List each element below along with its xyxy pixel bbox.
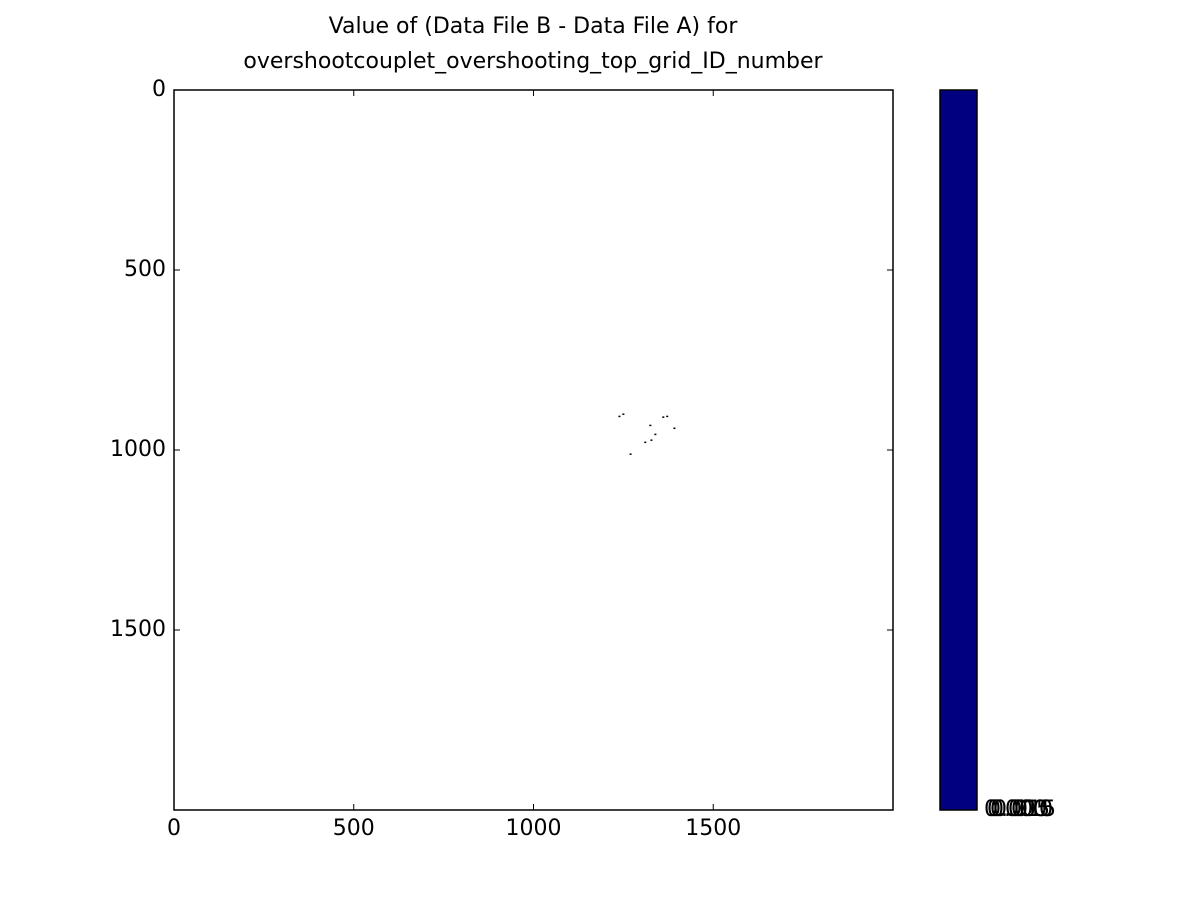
y-tick-label: 1000 bbox=[110, 437, 166, 462]
y-tick-label: 1500 bbox=[110, 617, 166, 642]
data-cell bbox=[666, 415, 669, 418]
x-tick-label: 500 bbox=[333, 816, 375, 841]
colorbar-tick-label: 0.015 bbox=[993, 797, 1056, 822]
data-cell bbox=[654, 433, 657, 436]
data-cell bbox=[649, 424, 652, 427]
plot-frame bbox=[173, 89, 894, 811]
colorbar bbox=[939, 89, 978, 811]
y-tick-label: 500 bbox=[124, 257, 166, 282]
x-tick-label: 1000 bbox=[506, 816, 562, 841]
colorbar-tick-label: 0.010 bbox=[990, 797, 1053, 822]
y-tick-label: 0 bbox=[152, 77, 166, 102]
data-cell bbox=[629, 453, 632, 455]
chart-title: Value of (Data File B - Data File A) for bbox=[329, 14, 739, 39]
chart-title: overshootcouplet_overshooting_top_grid_I… bbox=[243, 49, 823, 74]
data-cell bbox=[622, 413, 625, 415]
data-cell bbox=[618, 415, 621, 418]
colorbar-tick-label: 0.005 bbox=[987, 797, 1050, 822]
x-tick-label: 1500 bbox=[685, 816, 741, 841]
data-cell bbox=[650, 439, 653, 441]
data-cell bbox=[644, 441, 647, 444]
x-tick-label: 0 bbox=[167, 816, 181, 841]
data-cell bbox=[662, 416, 665, 418]
colorbar-tick-label: 0.000 bbox=[984, 797, 1047, 822]
data-cell bbox=[673, 427, 676, 430]
